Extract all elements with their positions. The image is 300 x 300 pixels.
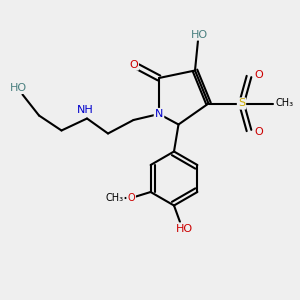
Text: HO: HO <box>9 83 27 93</box>
Text: N: N <box>155 109 163 119</box>
Text: O: O <box>254 70 263 80</box>
Text: CH₃: CH₃ <box>106 193 124 203</box>
Text: HO: HO <box>176 224 193 234</box>
Text: CH₃: CH₃ <box>275 98 293 109</box>
Text: NH: NH <box>77 105 94 115</box>
Text: O: O <box>129 59 138 70</box>
Text: S: S <box>238 98 245 109</box>
Text: O: O <box>254 127 263 137</box>
Text: O: O <box>127 193 135 203</box>
Text: HO: HO <box>191 29 208 40</box>
